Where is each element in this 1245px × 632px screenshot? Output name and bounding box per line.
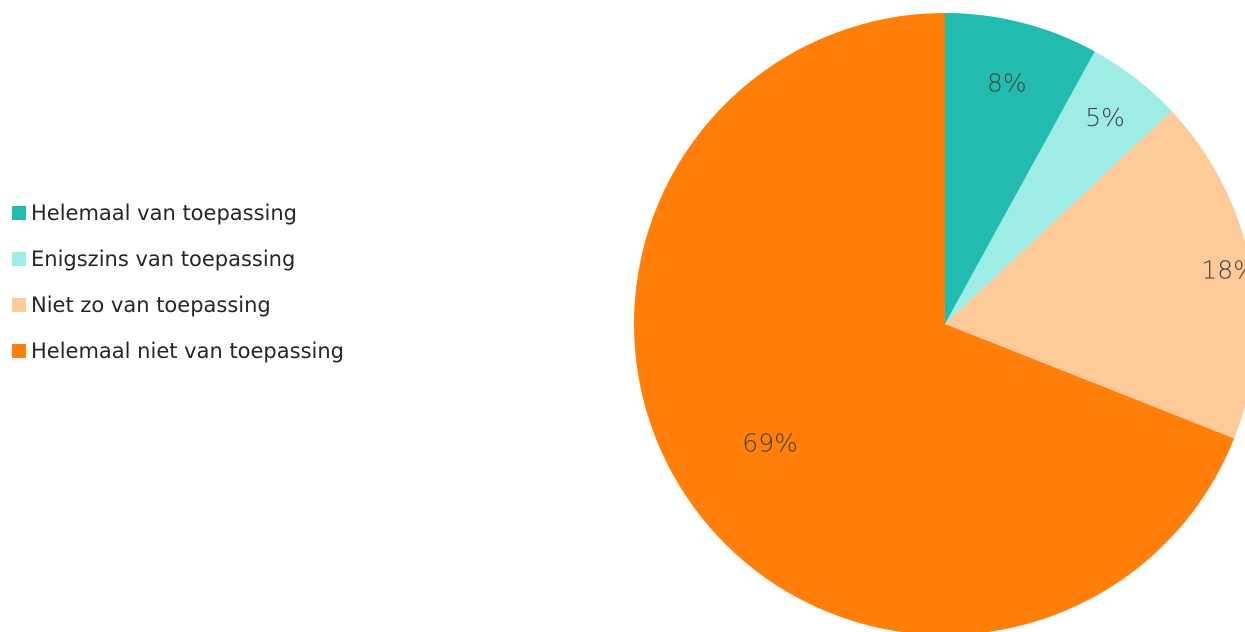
pie-slice-label: 8% <box>987 69 1027 98</box>
pie-slice-label: 5% <box>1085 103 1125 132</box>
pie-slice-label: 69% <box>742 428 798 457</box>
pie-slice-label: 18% <box>1201 255 1245 284</box>
